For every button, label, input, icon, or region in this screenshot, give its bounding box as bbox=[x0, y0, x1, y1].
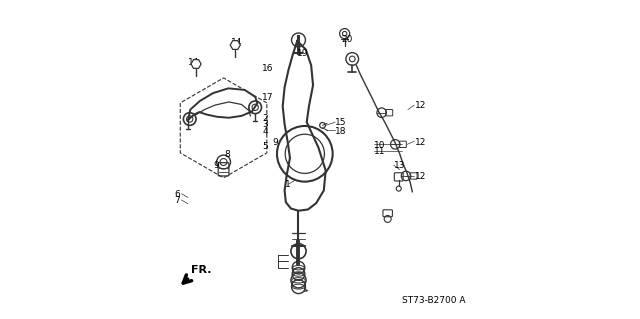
Text: 5: 5 bbox=[262, 142, 268, 151]
Text: ST73-B2700 A: ST73-B2700 A bbox=[402, 296, 465, 305]
Text: 19: 19 bbox=[297, 49, 308, 58]
Text: 7: 7 bbox=[174, 196, 180, 205]
Text: 1: 1 bbox=[285, 180, 291, 189]
Text: 14: 14 bbox=[231, 38, 242, 47]
Text: 12: 12 bbox=[415, 101, 426, 110]
Text: 12: 12 bbox=[415, 172, 426, 182]
Text: 8: 8 bbox=[225, 150, 230, 159]
Text: 3: 3 bbox=[262, 120, 268, 129]
Text: 16: 16 bbox=[262, 64, 274, 73]
Text: 4: 4 bbox=[262, 127, 268, 136]
Text: 2: 2 bbox=[262, 114, 268, 123]
FancyBboxPatch shape bbox=[383, 210, 392, 217]
Text: 20: 20 bbox=[342, 35, 353, 44]
FancyBboxPatch shape bbox=[386, 109, 393, 116]
Text: 11: 11 bbox=[374, 147, 386, 156]
Text: 9: 9 bbox=[272, 137, 278, 147]
Text: 6: 6 bbox=[174, 190, 180, 199]
Text: FR.: FR. bbox=[191, 264, 212, 275]
Text: 15: 15 bbox=[335, 118, 347, 127]
FancyBboxPatch shape bbox=[394, 173, 403, 181]
FancyBboxPatch shape bbox=[399, 141, 406, 147]
Text: 9: 9 bbox=[213, 161, 219, 170]
Text: 12: 12 bbox=[415, 137, 426, 147]
Text: 13: 13 bbox=[394, 161, 406, 170]
Text: 14: 14 bbox=[188, 58, 199, 67]
Text: 18: 18 bbox=[335, 127, 347, 136]
Text: 17: 17 bbox=[262, 93, 274, 102]
FancyBboxPatch shape bbox=[410, 173, 417, 179]
FancyBboxPatch shape bbox=[218, 163, 229, 176]
Text: 10: 10 bbox=[374, 141, 386, 150]
